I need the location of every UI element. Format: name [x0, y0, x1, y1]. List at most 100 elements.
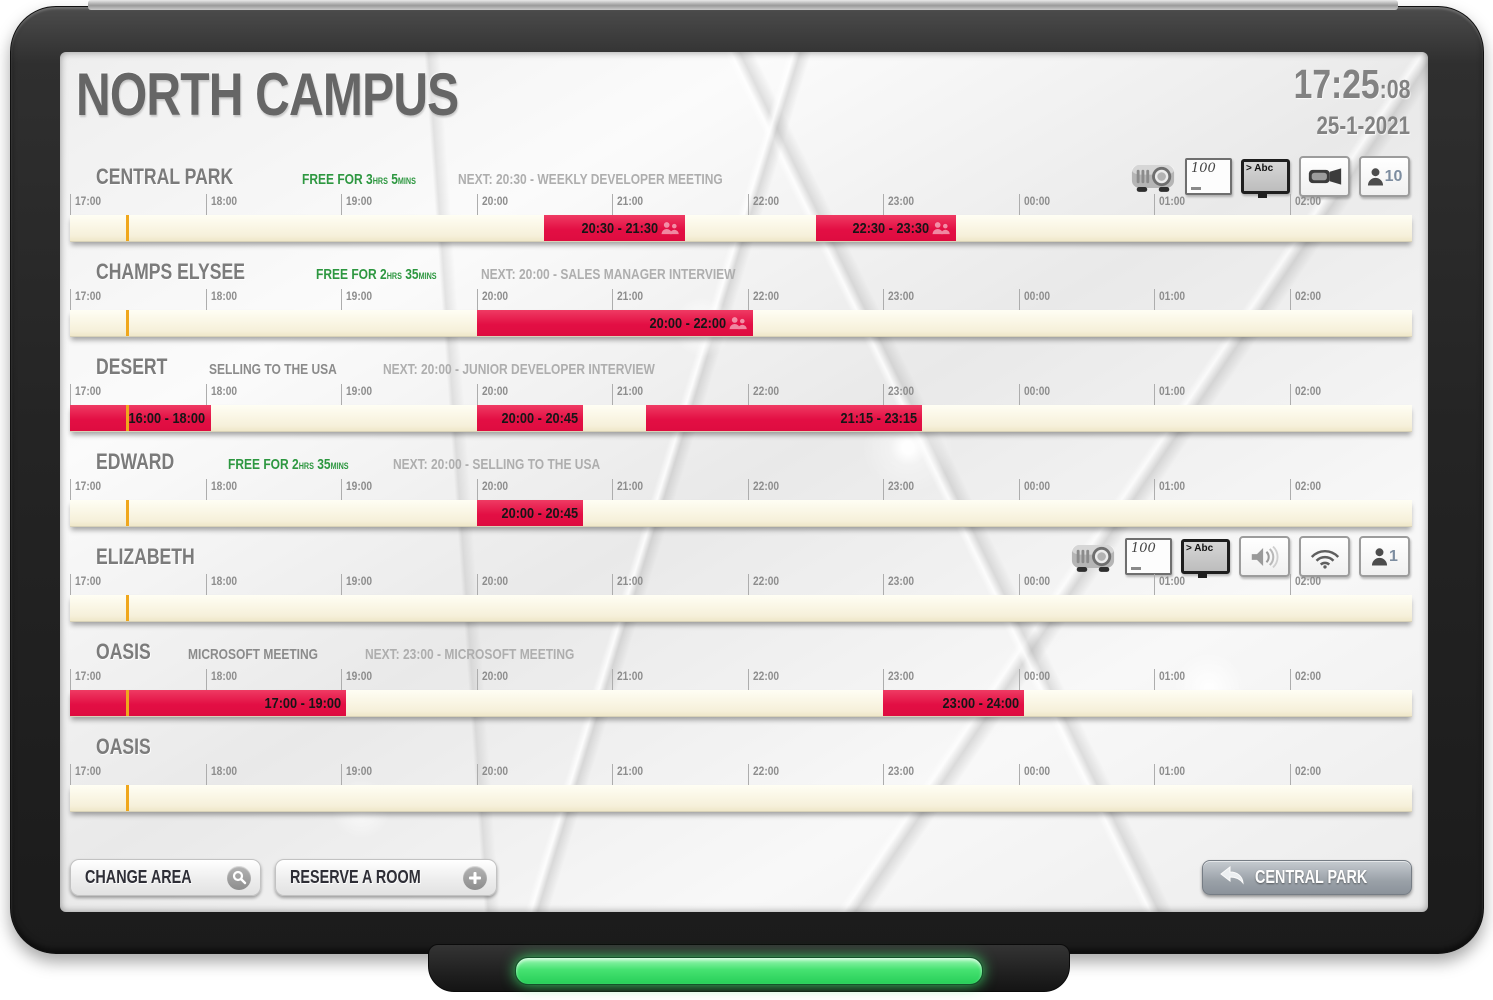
room-header: EDWARD FREE FOR 2HRS 35MINS NEXT: 20:00 - … [70, 449, 1412, 479]
tick-label: 17:00 [70, 384, 106, 405]
booking-block[interactable]: 23:00 - 24:00 [883, 690, 1024, 716]
tick-label: 20:00 [476, 764, 513, 785]
room-equipment-icons: 100 > Abc 1 [1069, 536, 1410, 578]
date-text: 25-1-2021 [1316, 112, 1410, 140]
screen: NORTH CAMPUS 17:25:08 25-1-2021 CENTRAL … [60, 52, 1428, 912]
reserve-room-button[interactable]: RESERVE A ROOM [275, 859, 497, 896]
booking-block[interactable]: 22:30 - 23:30 [815, 215, 957, 241]
timeline-bar: 20:00 - 20:45 [70, 500, 1412, 527]
tick-label: 01:00 [1154, 384, 1190, 405]
videocamera-icon [1299, 156, 1350, 197]
booking-block[interactable]: 17:00 - 19:00 [70, 690, 347, 716]
capacity-count: 1 [1389, 547, 1398, 565]
tick-label: 02:00 [1290, 669, 1326, 690]
room-next-meeting: NEXT: 20:00 - SELLING TO THE USA [392, 456, 600, 473]
tick-label: 21:00 [612, 384, 648, 405]
back-to-room-button[interactable]: CENTRAL PARK [1201, 860, 1412, 895]
booking-block[interactable]: 20:00 - 20:45 [476, 500, 584, 526]
speaker-icon [1239, 536, 1290, 577]
booking-block[interactable]: 20:00 - 22:00 [476, 310, 753, 336]
tick-label: 23:00 [883, 479, 919, 500]
wifi-icon [1299, 536, 1350, 577]
people-icon [932, 221, 951, 235]
tick-label: 18:00 [205, 384, 242, 405]
tick-label: 17:00 [70, 669, 106, 690]
tick-label: 01:00 [1154, 194, 1190, 215]
plus-icon [462, 865, 487, 890]
booking-block[interactable]: 21:15 - 23:15 [646, 405, 923, 431]
room-row: DESERT SELLING TO THE USA NEXT: 20:00 - JU… [70, 354, 1412, 432]
tick-label: 19:00 [341, 574, 377, 595]
timeline-ticks: 17:00 18:00 19:00 20:00 21:00 22:00 23:00 00:00… [70, 669, 1412, 690]
booking-block[interactable]: 16:00 - 18:00 [70, 405, 211, 431]
timeline-bar: 16:00 - 18:00 20:00 - 20:45 21:15 - 23:15 [70, 405, 1412, 432]
timeline-bar: 20:00 - 22:00 [70, 310, 1412, 337]
room-row: EDWARD FREE FOR 2HRS 35MINS NEXT: 20:00 - … [70, 449, 1412, 527]
timeline-ticks: 17:00 18:00 19:00 20:00 21:00 22:00 23:00 00:00… [70, 384, 1412, 405]
booking-time-label: 20:00 - 20:45 [501, 409, 579, 427]
back-arrow-icon [1219, 865, 1245, 890]
room-header: DESERT SELLING TO THE USA NEXT: 20:00 - JU… [70, 354, 1412, 384]
whiteboard-tray [1191, 187, 1201, 190]
booking-time-label: 23:00 - 24:00 [942, 694, 1019, 712]
tick-label: 00:00 [1018, 479, 1055, 500]
tick-label: 19:00 [341, 669, 377, 690]
tick-label: 02:00 [1290, 289, 1326, 310]
tick-label: 02:00 [1290, 479, 1326, 500]
tick-label: 17:00 [70, 289, 106, 310]
whiteboard-tray [1131, 567, 1141, 570]
whiteboard-capacity-text: 100 [1131, 541, 1156, 556]
timeline-ticks: 17:00 18:00 19:00 20:00 21:00 22:00 23:00 00:00… [70, 289, 1412, 310]
capacity-icon: 1 [1359, 536, 1410, 577]
room-current-meeting: SELLING TO THE USA [209, 361, 338, 378]
tv-stand [1198, 574, 1207, 578]
tablet-top-edge [88, 0, 1398, 10]
tick-label: 23:00 [883, 289, 919, 310]
room-free-status: FREE FOR 2HRS 35MINS [316, 266, 437, 283]
current-time-indicator [126, 595, 130, 621]
room-next-meeting: NEXT: 20:00 - JUNIOR DEVELOPER INTERVIEW [382, 361, 655, 378]
search-icon [227, 865, 252, 890]
tick-label: 18:00 [205, 479, 242, 500]
tick-label: 19:00 [341, 764, 377, 785]
booking-time-label: 20:30 - 21:30 [581, 219, 658, 237]
tick-label: 22:00 [747, 479, 784, 500]
tick-label: 21:00 [612, 194, 648, 215]
booking-block[interactable]: 20:00 - 20:45 [476, 405, 584, 431]
tick-label: 22:00 [747, 764, 784, 785]
people-icon [661, 221, 680, 235]
tick-label: 23:00 [883, 384, 919, 405]
timeline-bar: 17:00 - 19:00 23:00 - 24:00 [70, 690, 1412, 717]
room-name: CHAMPS ELYSEE [96, 259, 245, 284]
tick-label: 19:00 [341, 194, 377, 215]
tv-screen-text: > Abc [1246, 163, 1274, 174]
tick-label: 19:00 [341, 384, 377, 405]
tv-screen-icon: > Abc [1181, 539, 1230, 578]
booking-time-label: 22:30 - 23:30 [852, 219, 930, 237]
page-title: NORTH CAMPUS [76, 60, 554, 129]
room-header: OASIS [70, 734, 1412, 764]
booking-block[interactable]: 20:30 - 21:30 [544, 215, 685, 241]
tick-label: 18:00 [205, 194, 242, 215]
current-time-indicator [126, 310, 130, 336]
tick-label: 21:00 [612, 289, 648, 310]
tick-label: 01:00 [1154, 669, 1190, 690]
room-header: ELIZABETH 100 > Abc 1 [70, 536, 1412, 578]
timeline-bar: 20:30 - 21:30 22:30 - 23:30 [70, 215, 1412, 242]
tablet-bottom-housing [428, 944, 1070, 992]
status-led-bar [515, 957, 983, 985]
tick-label: 01:00 [1154, 764, 1190, 785]
change-area-label: CHANGE AREA [85, 867, 192, 887]
people-icon [729, 316, 748, 330]
tick-label: 22:00 [747, 574, 784, 595]
room-current-meeting: MICROSOFT MEETING [188, 646, 319, 663]
tick-label: 00:00 [1018, 289, 1055, 310]
clock-seconds: :08 [1379, 74, 1410, 104]
current-time-indicator [126, 500, 130, 526]
current-time-indicator [126, 785, 130, 811]
room-row: CHAMPS ELYSEE FREE FOR 2HRS 35MINS NEXT: 2… [70, 259, 1412, 337]
room-next-meeting: NEXT: 23:00 - MICROSOFT MEETING [364, 646, 575, 663]
tick-label: 22:00 [747, 384, 784, 405]
timeline-ticks: 17:00 18:00 19:00 20:00 21:00 22:00 23:00 00:00… [70, 764, 1412, 785]
change-area-button[interactable]: CHANGE AREA [70, 859, 262, 896]
